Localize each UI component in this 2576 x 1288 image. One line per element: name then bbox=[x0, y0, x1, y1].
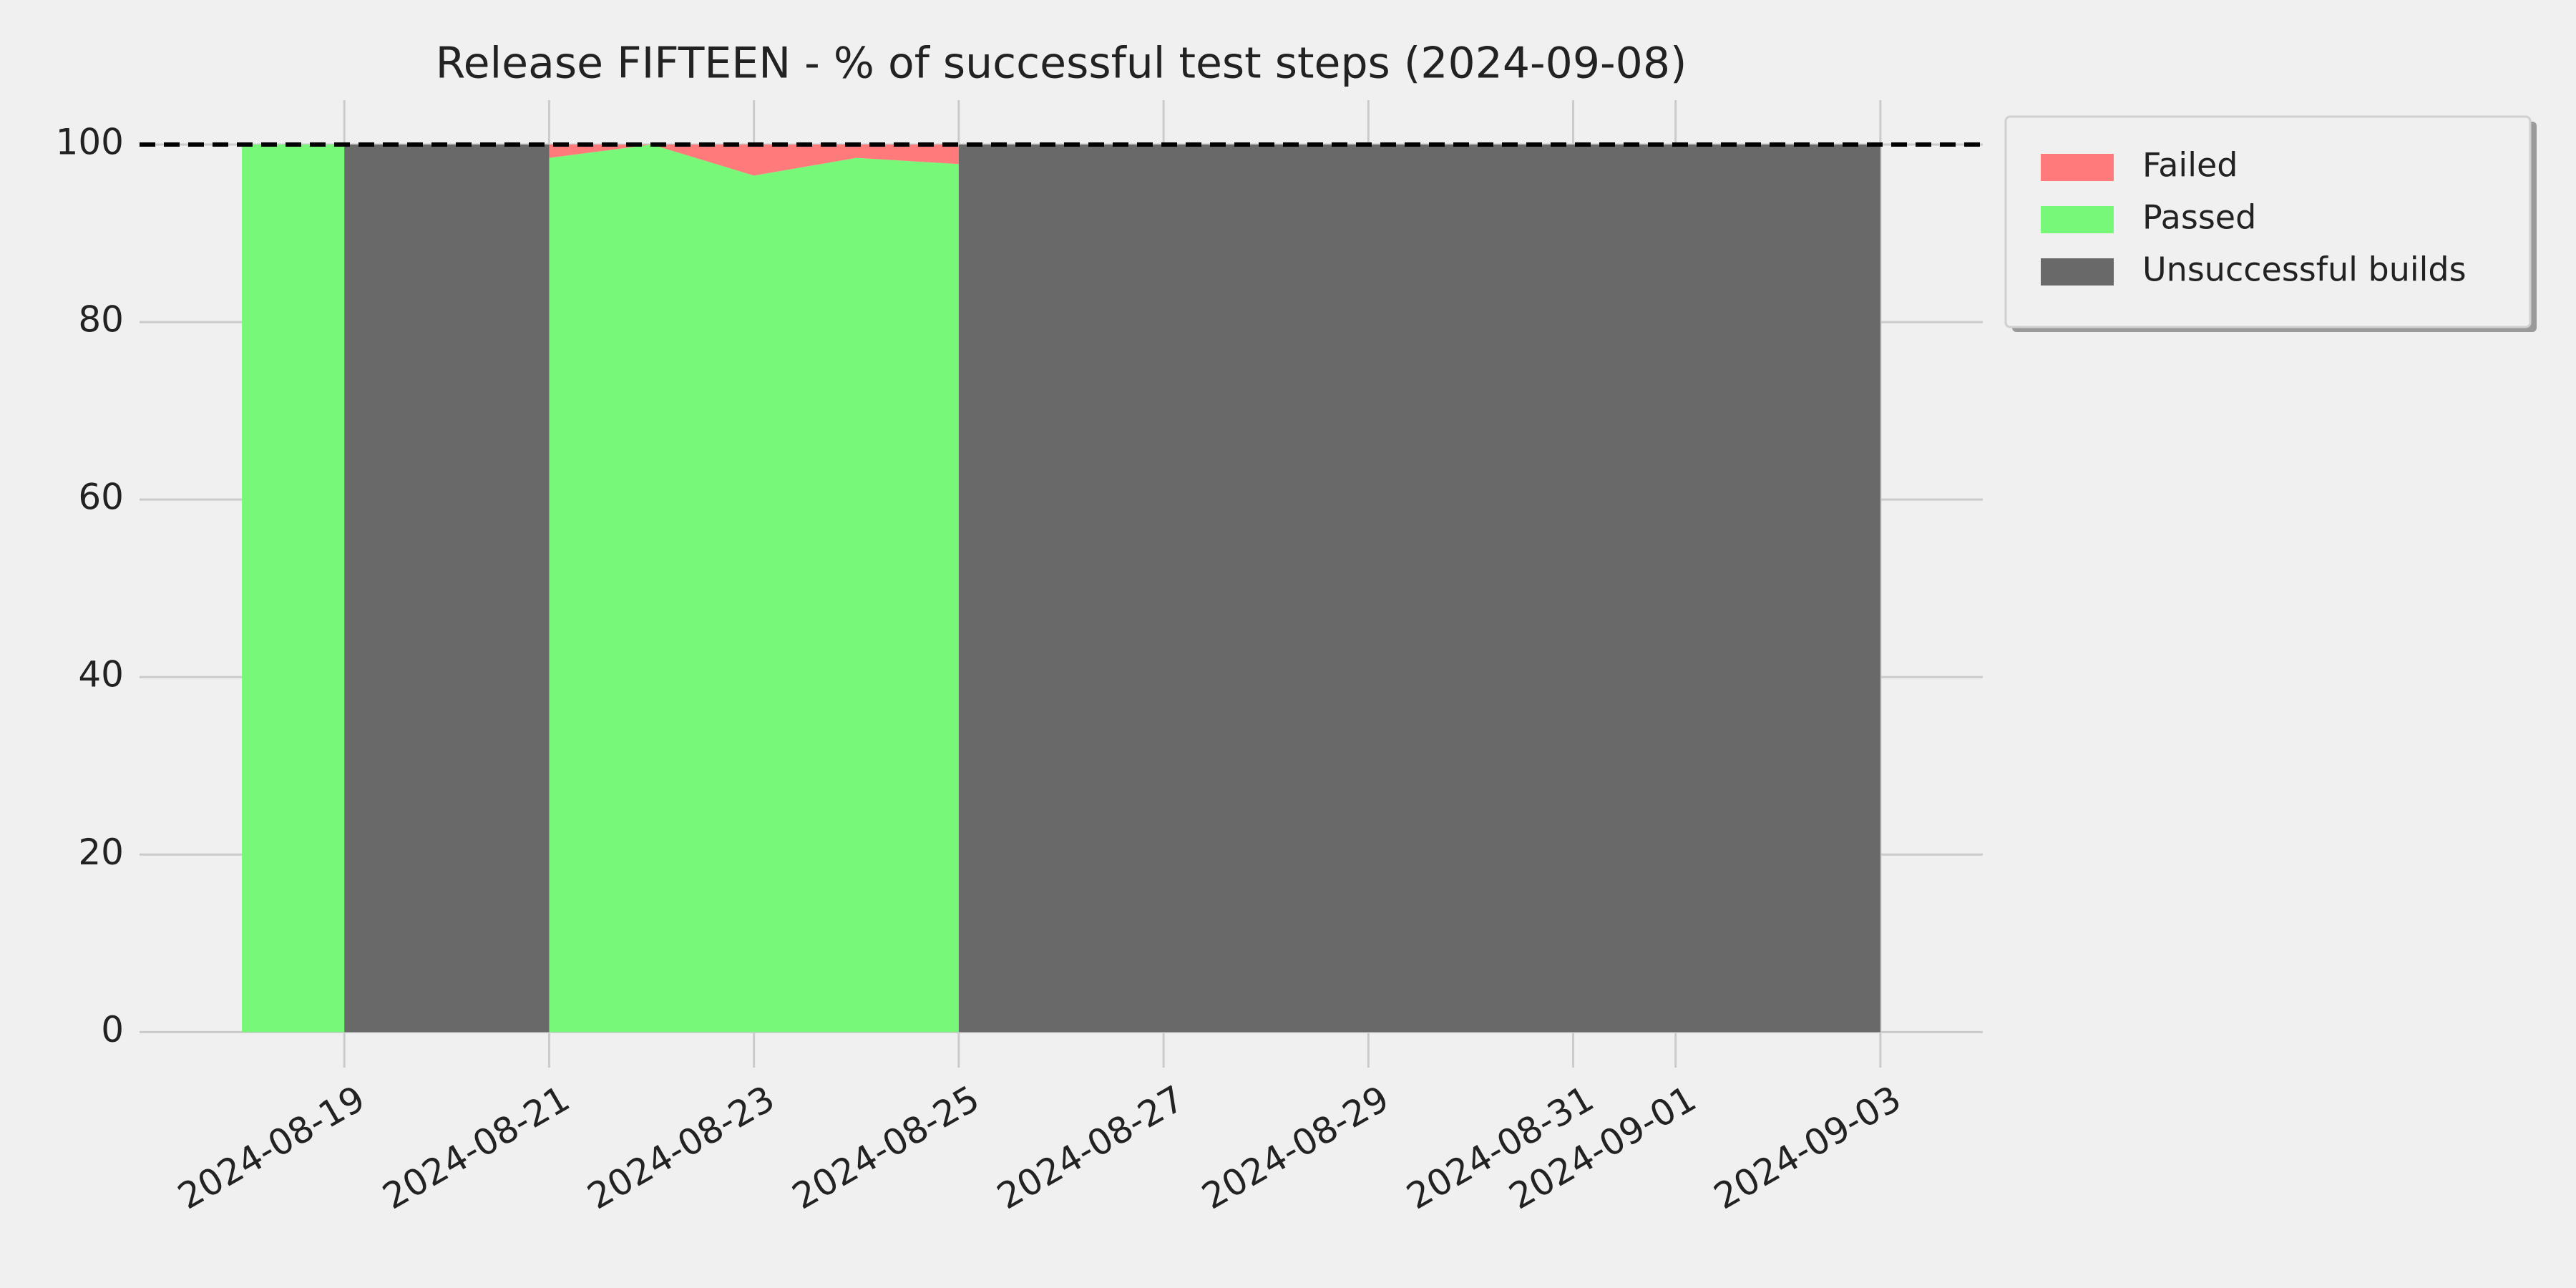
area bbox=[242, 145, 1880, 1033]
legend-label: Unsuccessful builds bbox=[2142, 250, 2467, 289]
chart-title: Release FIFTEEN - % of successful test s… bbox=[436, 39, 1687, 89]
legend-box bbox=[2004, 115, 2532, 328]
y-tick-label: 0 bbox=[101, 1009, 124, 1050]
areas bbox=[242, 145, 1880, 1033]
legend-label: Failed bbox=[2142, 146, 2238, 185]
y-tick-label: 60 bbox=[78, 477, 124, 518]
legend-swatch bbox=[2041, 258, 2114, 286]
legend-swatch bbox=[2041, 206, 2114, 233]
y-tick-label: 80 bbox=[78, 299, 124, 341]
y-tick-label: 100 bbox=[56, 122, 124, 163]
y-tick-label: 20 bbox=[78, 831, 124, 873]
legend-swatch bbox=[2041, 154, 2114, 181]
legend-label: Passed bbox=[2142, 198, 2256, 237]
y-tick-label: 40 bbox=[78, 654, 124, 696]
legend: Failed Passed Unsuccessful builds bbox=[2004, 115, 2537, 332]
area bbox=[242, 145, 1880, 1033]
